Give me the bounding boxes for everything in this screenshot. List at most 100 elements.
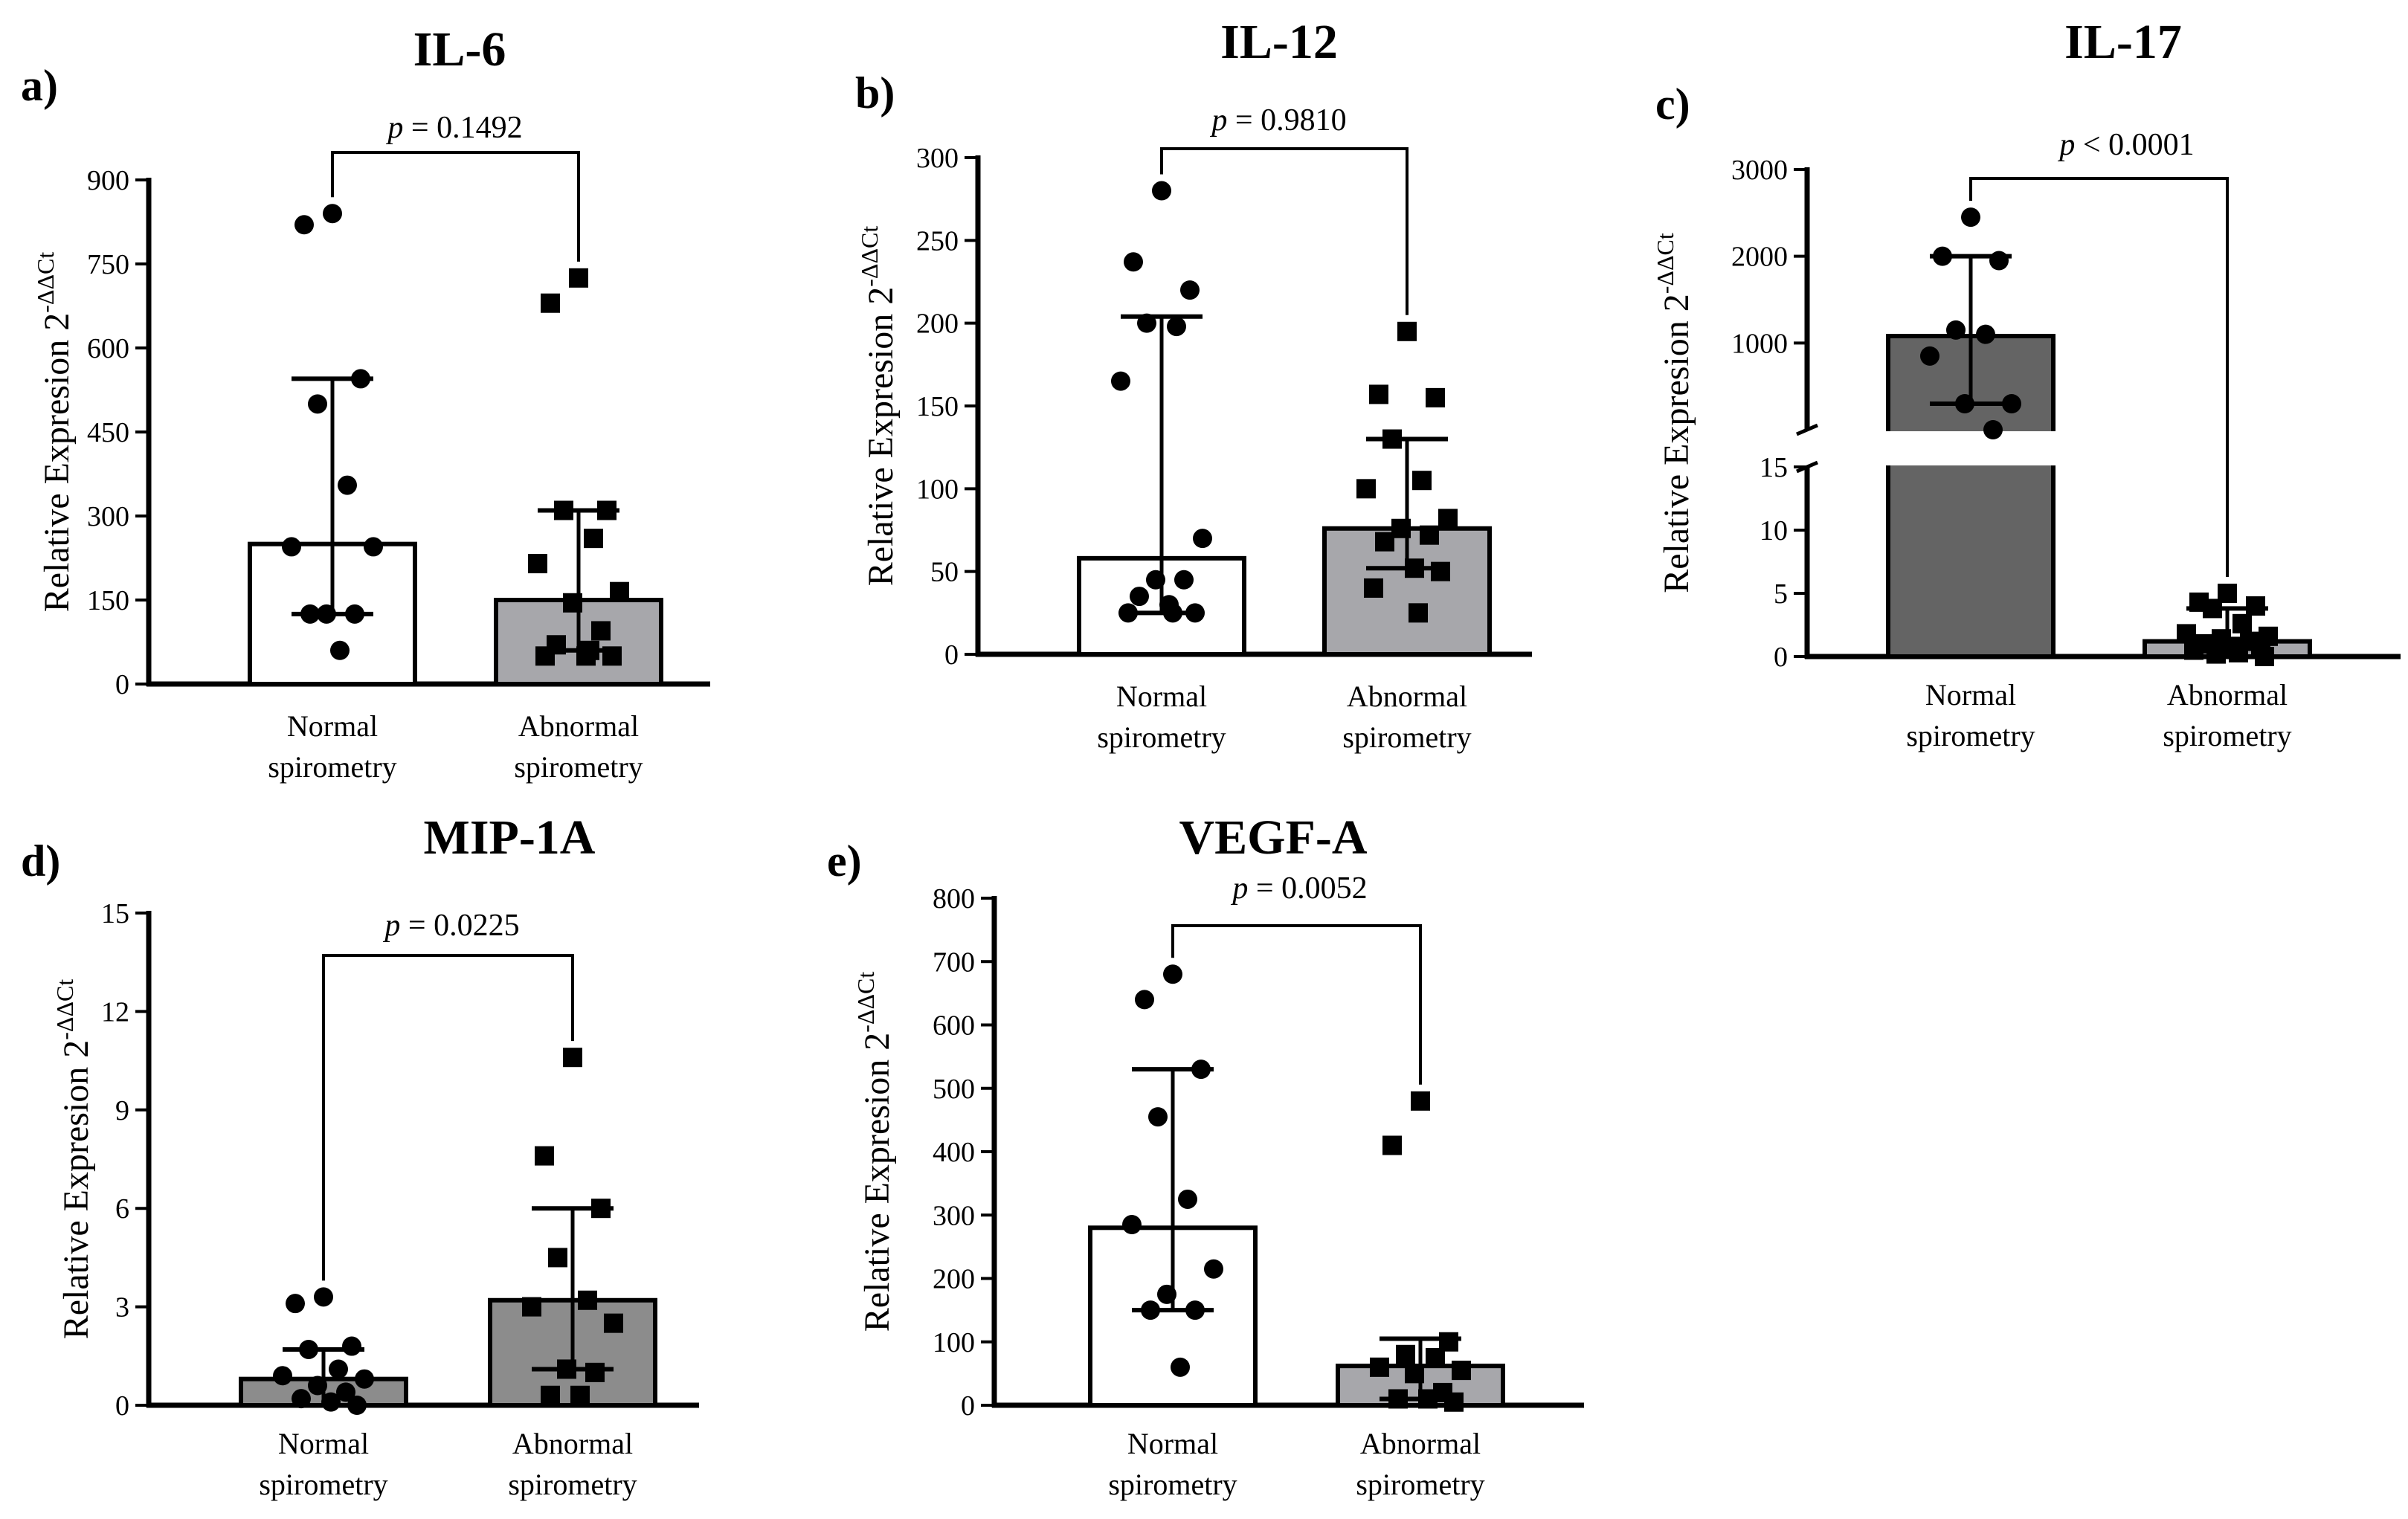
data-point xyxy=(1976,324,1995,344)
data-point xyxy=(364,537,383,557)
data-point xyxy=(570,1385,590,1405)
panel-title: IL-6 xyxy=(413,22,506,77)
y-tick-label: 9 xyxy=(115,1095,129,1126)
category-label-line2: spirometry xyxy=(1342,720,1471,754)
y-tick-label: 200 xyxy=(916,309,959,340)
y-tick-label: 12 xyxy=(101,996,129,1028)
axis-break-mark xyxy=(1796,423,1818,436)
data-point xyxy=(1148,1107,1168,1127)
category-label: Normal spirometry xyxy=(1097,680,1226,754)
data-point xyxy=(1946,320,1966,340)
panel-title: MIP-1A xyxy=(424,810,596,865)
y-tick-label: 50 xyxy=(930,557,959,588)
data-point xyxy=(1426,1348,1445,1368)
axis-break-gap xyxy=(1882,431,2059,465)
data-point xyxy=(2206,644,2226,664)
data-point xyxy=(308,394,327,414)
data-point xyxy=(282,537,301,557)
category-label: Abnormal spirometry xyxy=(1356,1427,1484,1501)
category-label-line2: spirometry xyxy=(1906,719,2035,752)
data-point xyxy=(610,581,629,602)
y-axis-label: Relative Expresion 2-ΔΔCt xyxy=(1652,233,1696,593)
category-label: Normal spirometry xyxy=(1906,678,2035,752)
category-label: Abnormal spirometry xyxy=(2163,678,2291,752)
data-point xyxy=(286,1294,305,1314)
category-label-line2: spirometry xyxy=(508,1468,637,1501)
y-tick-label: 3000 xyxy=(1731,155,1788,186)
data-point xyxy=(1163,964,1182,984)
y-tick-label: 0 xyxy=(115,669,129,700)
y-tick-label: 5 xyxy=(1774,578,1788,610)
data-point xyxy=(1167,317,1186,337)
category-label-line1: Normal xyxy=(287,709,378,743)
category-label: Abnormal spirometry xyxy=(514,709,643,784)
significance-bracket xyxy=(331,151,580,262)
panel-il-12: 0 50 100 150 200 250 300 Relative Expresion 2-Δ… xyxy=(855,15,1532,754)
category-label-line1: Normal xyxy=(1127,1427,1218,1460)
data-point xyxy=(1124,252,1143,272)
data-point xyxy=(1411,1091,1430,1111)
category-label-line2: spirometry xyxy=(259,1468,387,1501)
data-point xyxy=(1375,532,1394,552)
data-point xyxy=(2232,613,2252,633)
data-point xyxy=(522,1297,541,1317)
panel-title: IL-12 xyxy=(1220,15,1338,69)
significance-bracket xyxy=(1171,924,1422,1085)
category-label-line2: spirometry xyxy=(268,750,396,784)
data-point xyxy=(1438,509,1458,529)
panel-label: c) xyxy=(1655,80,1690,129)
data-point xyxy=(1369,384,1388,404)
data-point xyxy=(591,621,611,641)
data-point xyxy=(1178,1189,1197,1209)
y-tick-label: 700 xyxy=(933,946,975,978)
y-axis-label: Relative Expresion 2-ΔΔCt xyxy=(51,979,96,1340)
data-point xyxy=(314,1287,333,1307)
y-tick-label: 15 xyxy=(101,898,129,929)
y-tick-label: 300 xyxy=(916,143,959,174)
data-point xyxy=(355,1369,374,1389)
panel-label: b) xyxy=(855,68,895,117)
panel-il-17: 0 5 10 15 1000 2000 3000 Relative Expresion 2-Δ… xyxy=(1652,15,2401,752)
data-point xyxy=(330,640,350,660)
y-tick-label: 600 xyxy=(87,333,129,364)
data-point xyxy=(1426,387,1445,407)
data-point xyxy=(338,475,357,495)
category-label-line2: spirometry xyxy=(1097,720,1226,754)
y-tick-label: 900 xyxy=(87,165,129,196)
data-point xyxy=(1171,1357,1190,1377)
category-label-line2: spirometry xyxy=(1108,1468,1237,1501)
data-point xyxy=(1180,280,1200,300)
y-tick-label: 0 xyxy=(115,1390,129,1422)
data-point xyxy=(1431,561,1450,581)
panel-label: a) xyxy=(21,61,58,110)
data-point xyxy=(569,268,588,288)
data-point xyxy=(541,1385,560,1405)
data-point xyxy=(1152,181,1171,201)
category-label: Abnormal spirometry xyxy=(508,1427,637,1501)
data-point xyxy=(273,1366,292,1386)
data-point xyxy=(2229,642,2248,662)
data-point xyxy=(329,1359,348,1379)
y-tick-label: 450 xyxy=(87,417,129,448)
panel-il-6: 0 150 300 450 600 750 900 Relative Expresion 2-… xyxy=(21,22,710,784)
bar xyxy=(1886,334,2056,659)
panel-mip-1a: 0 3 6 9 12 15 Relative Expresion 2-ΔΔCt MIP-1A d… xyxy=(21,810,699,1501)
category-label-line1: Abnormal xyxy=(518,709,639,743)
panel-title: IL-17 xyxy=(2064,15,2182,69)
category-label-line1: Abnormal xyxy=(2167,678,2288,712)
data-point xyxy=(2177,624,2196,644)
data-point xyxy=(1420,525,1439,545)
category-label-line1: Normal xyxy=(1925,678,2016,712)
y-tick-label: 500 xyxy=(933,1074,975,1105)
data-point xyxy=(548,1248,567,1268)
p-value-label: p = 0.9810 xyxy=(1209,103,1346,138)
y-tick-label: 150 xyxy=(87,585,129,616)
category-label-line1: Abnormal xyxy=(1360,1427,1481,1460)
category-label-line1: Abnormal xyxy=(1347,680,1467,713)
data-point xyxy=(1409,603,1428,623)
y-tick-label: 600 xyxy=(933,1010,975,1042)
data-point xyxy=(342,1336,361,1356)
y-tick-label: 0 xyxy=(1774,642,1788,673)
y-tick-label: 300 xyxy=(933,1200,975,1231)
